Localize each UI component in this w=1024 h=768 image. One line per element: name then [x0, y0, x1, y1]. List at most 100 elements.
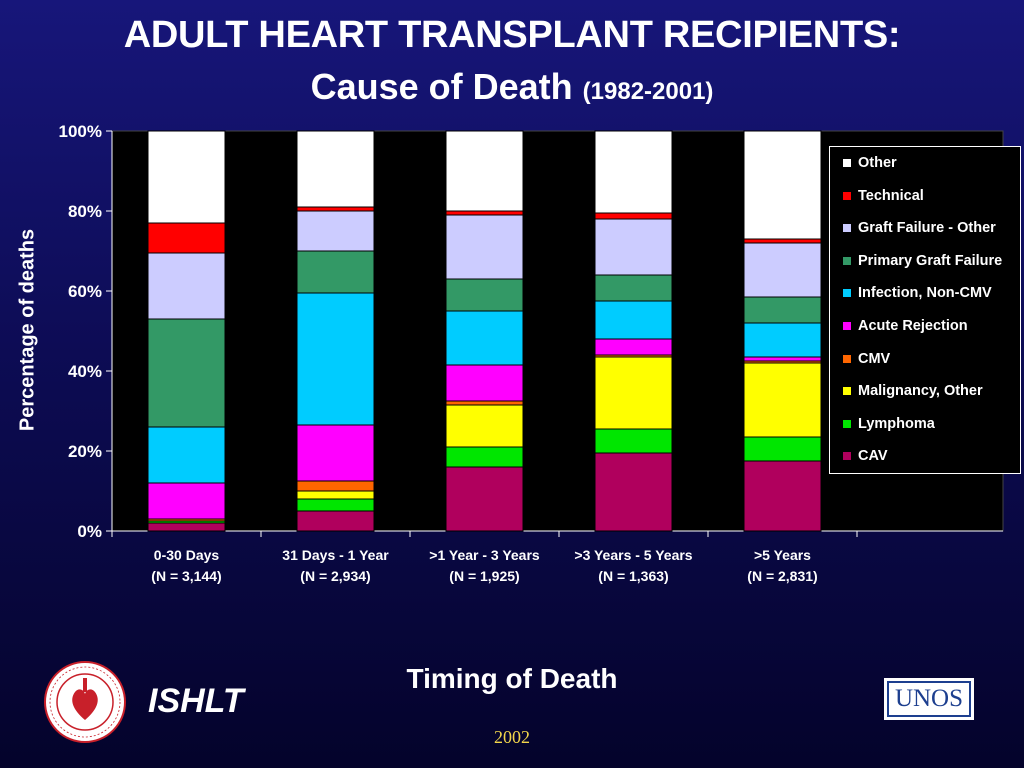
legend-swatch	[842, 321, 852, 331]
legend-swatch	[842, 158, 852, 168]
bar-segment-malignancy-other	[743, 362, 822, 438]
y-tick-label: 0%	[77, 522, 102, 541]
legend-item: CMV	[842, 350, 890, 368]
bar-segment-other	[743, 130, 822, 240]
chart-subtitle: Cause of Death (1982-2001)	[0, 66, 1024, 108]
x-category-n: (N = 1,363)	[598, 568, 669, 584]
legend-label: Primary Graft Failure	[858, 252, 1003, 269]
bar-segment-cav	[147, 522, 226, 532]
bar-segment-cav	[296, 510, 375, 532]
bar-segment-lymphoma	[445, 446, 524, 468]
bar-segment-cav	[594, 452, 673, 532]
report-year: 2002	[494, 727, 530, 747]
bar-segment-graft-failure-other	[296, 210, 375, 252]
bar-segment-graft-failure-other	[743, 242, 822, 298]
x-category-n: (N = 3,144)	[151, 568, 222, 584]
x-category-name: 0-30 Days	[153, 547, 220, 563]
legend-label: Acute Rejection	[858, 318, 968, 334]
chart-title: ADULT HEART TRANSPLANT RECIPIENTS:	[123, 14, 901, 56]
y-tick-label: 100%	[59, 122, 102, 141]
legend-label: Graft Failure - Other	[858, 220, 996, 237]
bar-segment-acute-rejection	[594, 338, 673, 356]
bar-segment-other	[594, 130, 673, 214]
bar-segment-lymphoma	[296, 498, 375, 512]
legend-item: Technical	[842, 187, 924, 205]
legend-swatch	[842, 223, 852, 234]
x-axis-title: Timing of Death	[406, 663, 618, 694]
bar-segment-cav	[445, 466, 524, 532]
bar-segment-cmv	[296, 480, 375, 492]
x-category-label: 31 Days - 1 Year (N = 2,934)	[256, 545, 416, 587]
x-category-name: >1 Year - 3 Years	[429, 547, 540, 563]
x-category-label: >5 Years (N = 2,831)	[703, 545, 863, 587]
x-category-n: (N = 2,831)	[747, 568, 818, 584]
y-tick-label: 60%	[68, 282, 102, 301]
unos-logo-text: UNOS	[887, 681, 971, 717]
legend-label: CAV	[858, 448, 888, 465]
legend-label: Infection, Non-CMV	[858, 285, 992, 302]
legend-label: Other	[858, 155, 897, 171]
bar-segment-primary-graft-failure	[743, 296, 822, 324]
x-category-label: 0-30 Days (N = 3,144)	[107, 545, 267, 587]
bar-segment-malignancy-other	[296, 490, 375, 500]
bar-segment-primary-graft-failure	[445, 278, 524, 312]
bar-segment-technical	[743, 238, 822, 244]
bar-segment-cav	[743, 460, 822, 532]
bar-segment-primary-graft-failure	[594, 274, 673, 302]
legend-swatch	[842, 451, 852, 462]
legend-item: Malignancy, Other	[842, 382, 983, 400]
subtitle-main: Cause of Death	[310, 66, 573, 107]
bar-segment-infection-non-cmv	[743, 322, 822, 358]
bar-segment-acute-rejection	[445, 364, 524, 402]
legend-swatch	[842, 288, 852, 299]
bar-segment-other	[296, 130, 375, 208]
bar-segment-malignancy-other	[445, 404, 524, 448]
bar-segment-infection-non-cmv	[147, 426, 226, 484]
bar-segment-technical	[594, 212, 673, 220]
bar-segment-technical	[296, 206, 375, 212]
legend-item: Acute Rejection	[842, 317, 968, 335]
bar-segment-other	[147, 130, 226, 224]
bar-segment-acute-rejection	[296, 424, 375, 482]
x-category-name: >3 Years - 5 Years	[574, 547, 693, 563]
bar-segment-infection-non-cmv	[594, 300, 673, 340]
ishlt-logo-icon	[44, 661, 126, 743]
bar-segment-lymphoma	[743, 436, 822, 462]
ishlt-label: ISHLT	[148, 682, 244, 720]
x-category-n: (N = 2,934)	[300, 568, 371, 584]
legend-swatch	[842, 190, 852, 201]
unos-logo: UNOS	[884, 678, 974, 720]
bar-segment-graft-failure-other	[594, 218, 673, 276]
legend-label: CMV	[858, 350, 891, 367]
bar-segment-acute-rejection	[743, 356, 822, 362]
legend-item: Primary Graft Failure	[842, 252, 1002, 270]
chart-legend: Other Technical Graft Failure - Other Prima…	[829, 146, 1021, 474]
subtitle-years: (1982-2001)	[582, 78, 714, 105]
x-category-label: >3 Years - 5 Years (N = 1,363)	[554, 545, 714, 587]
bar-segment-primary-graft-failure	[147, 318, 226, 428]
bar-segment-technical	[147, 222, 226, 254]
bar-segment-other	[445, 130, 524, 212]
x-category-label: >1 Year - 3 Years (N = 1,925)	[405, 545, 565, 587]
y-tick-label: 20%	[68, 442, 102, 461]
x-category-name: >5 Years	[754, 547, 811, 563]
bar-segment-acute-rejection	[147, 482, 226, 520]
legend-label: Lymphoma	[858, 415, 935, 432]
legend-item: Lymphoma	[842, 415, 935, 433]
legend-label: Malignancy, Other	[858, 383, 983, 400]
legend-item: Graft Failure - Other	[842, 219, 996, 237]
legend-swatch	[842, 418, 852, 429]
y-tick-label: 80%	[68, 202, 102, 221]
bar-segment-malignancy-other	[594, 356, 673, 430]
legend-label: Technical	[858, 187, 924, 204]
bar-segment-infection-non-cmv	[296, 292, 375, 426]
legend-item: Other	[842, 154, 897, 172]
bar-segment-lymphoma	[594, 428, 673, 454]
x-category-n: (N = 1,925)	[449, 568, 520, 584]
legend-swatch	[842, 255, 852, 266]
legend-item: Infection, Non-CMV	[842, 284, 992, 302]
y-tick-label: 40%	[68, 362, 102, 381]
bar-segment-graft-failure-other	[445, 214, 524, 280]
bar-segment-cmv	[445, 400, 524, 406]
x-category-name: 31 Days - 1 Year	[282, 547, 389, 563]
